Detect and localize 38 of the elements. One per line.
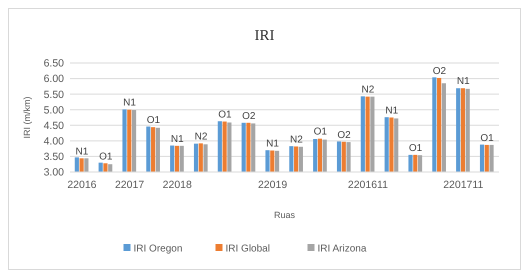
y-tick-label: 3.50	[44, 151, 64, 164]
x-axis-title: Ruas	[274, 210, 296, 220]
y-tick-label: 5.00	[44, 104, 64, 116]
y-tick-label: 3.00	[44, 166, 64, 179]
x-tick-label: 2201611	[348, 179, 388, 191]
data-label: N1	[385, 106, 399, 116]
data-label: N1	[266, 138, 280, 150]
data-label: O2	[242, 110, 256, 122]
data-label: O1	[99, 151, 113, 162]
y-tick-label: 4.00	[44, 136, 64, 148]
y-tick-label: 6.50	[44, 58, 64, 70]
legend-label: IRI Arizona	[318, 244, 367, 254]
data-label: O1	[146, 115, 161, 126]
data-label: N1	[76, 146, 89, 158]
data-label: N2	[194, 131, 208, 142]
x-tick-label: 22017	[114, 179, 144, 191]
data-label: O2	[432, 66, 447, 77]
x-tick-label: 22018	[162, 179, 192, 191]
data-label: O1	[314, 126, 328, 138]
data-label: N1	[123, 98, 136, 109]
data-label: O1	[218, 110, 232, 121]
y-tick-label: 5.50	[44, 88, 64, 101]
data-label: O1	[480, 132, 494, 144]
data-label: O1	[408, 142, 423, 154]
y-tick-label: 6.00	[44, 73, 64, 86]
x-tick-label: 22019	[258, 179, 288, 191]
x-tick-label: 2201711	[443, 179, 484, 191]
data-label: N2	[362, 84, 375, 96]
legend-label: IRI Global	[226, 244, 270, 254]
chart-title: IRI	[254, 28, 274, 44]
data-label: N1	[170, 134, 184, 145]
legend-label: IRI Oregon	[134, 244, 182, 254]
x-tick-label: 22016	[67, 179, 97, 191]
y-axis-title: IRI (m/km)	[22, 96, 32, 138]
y-tick-label: 4.50	[44, 120, 64, 132]
data-label: O2	[337, 130, 352, 141]
data-label: N2	[290, 134, 304, 146]
data-label: N1	[456, 76, 470, 88]
